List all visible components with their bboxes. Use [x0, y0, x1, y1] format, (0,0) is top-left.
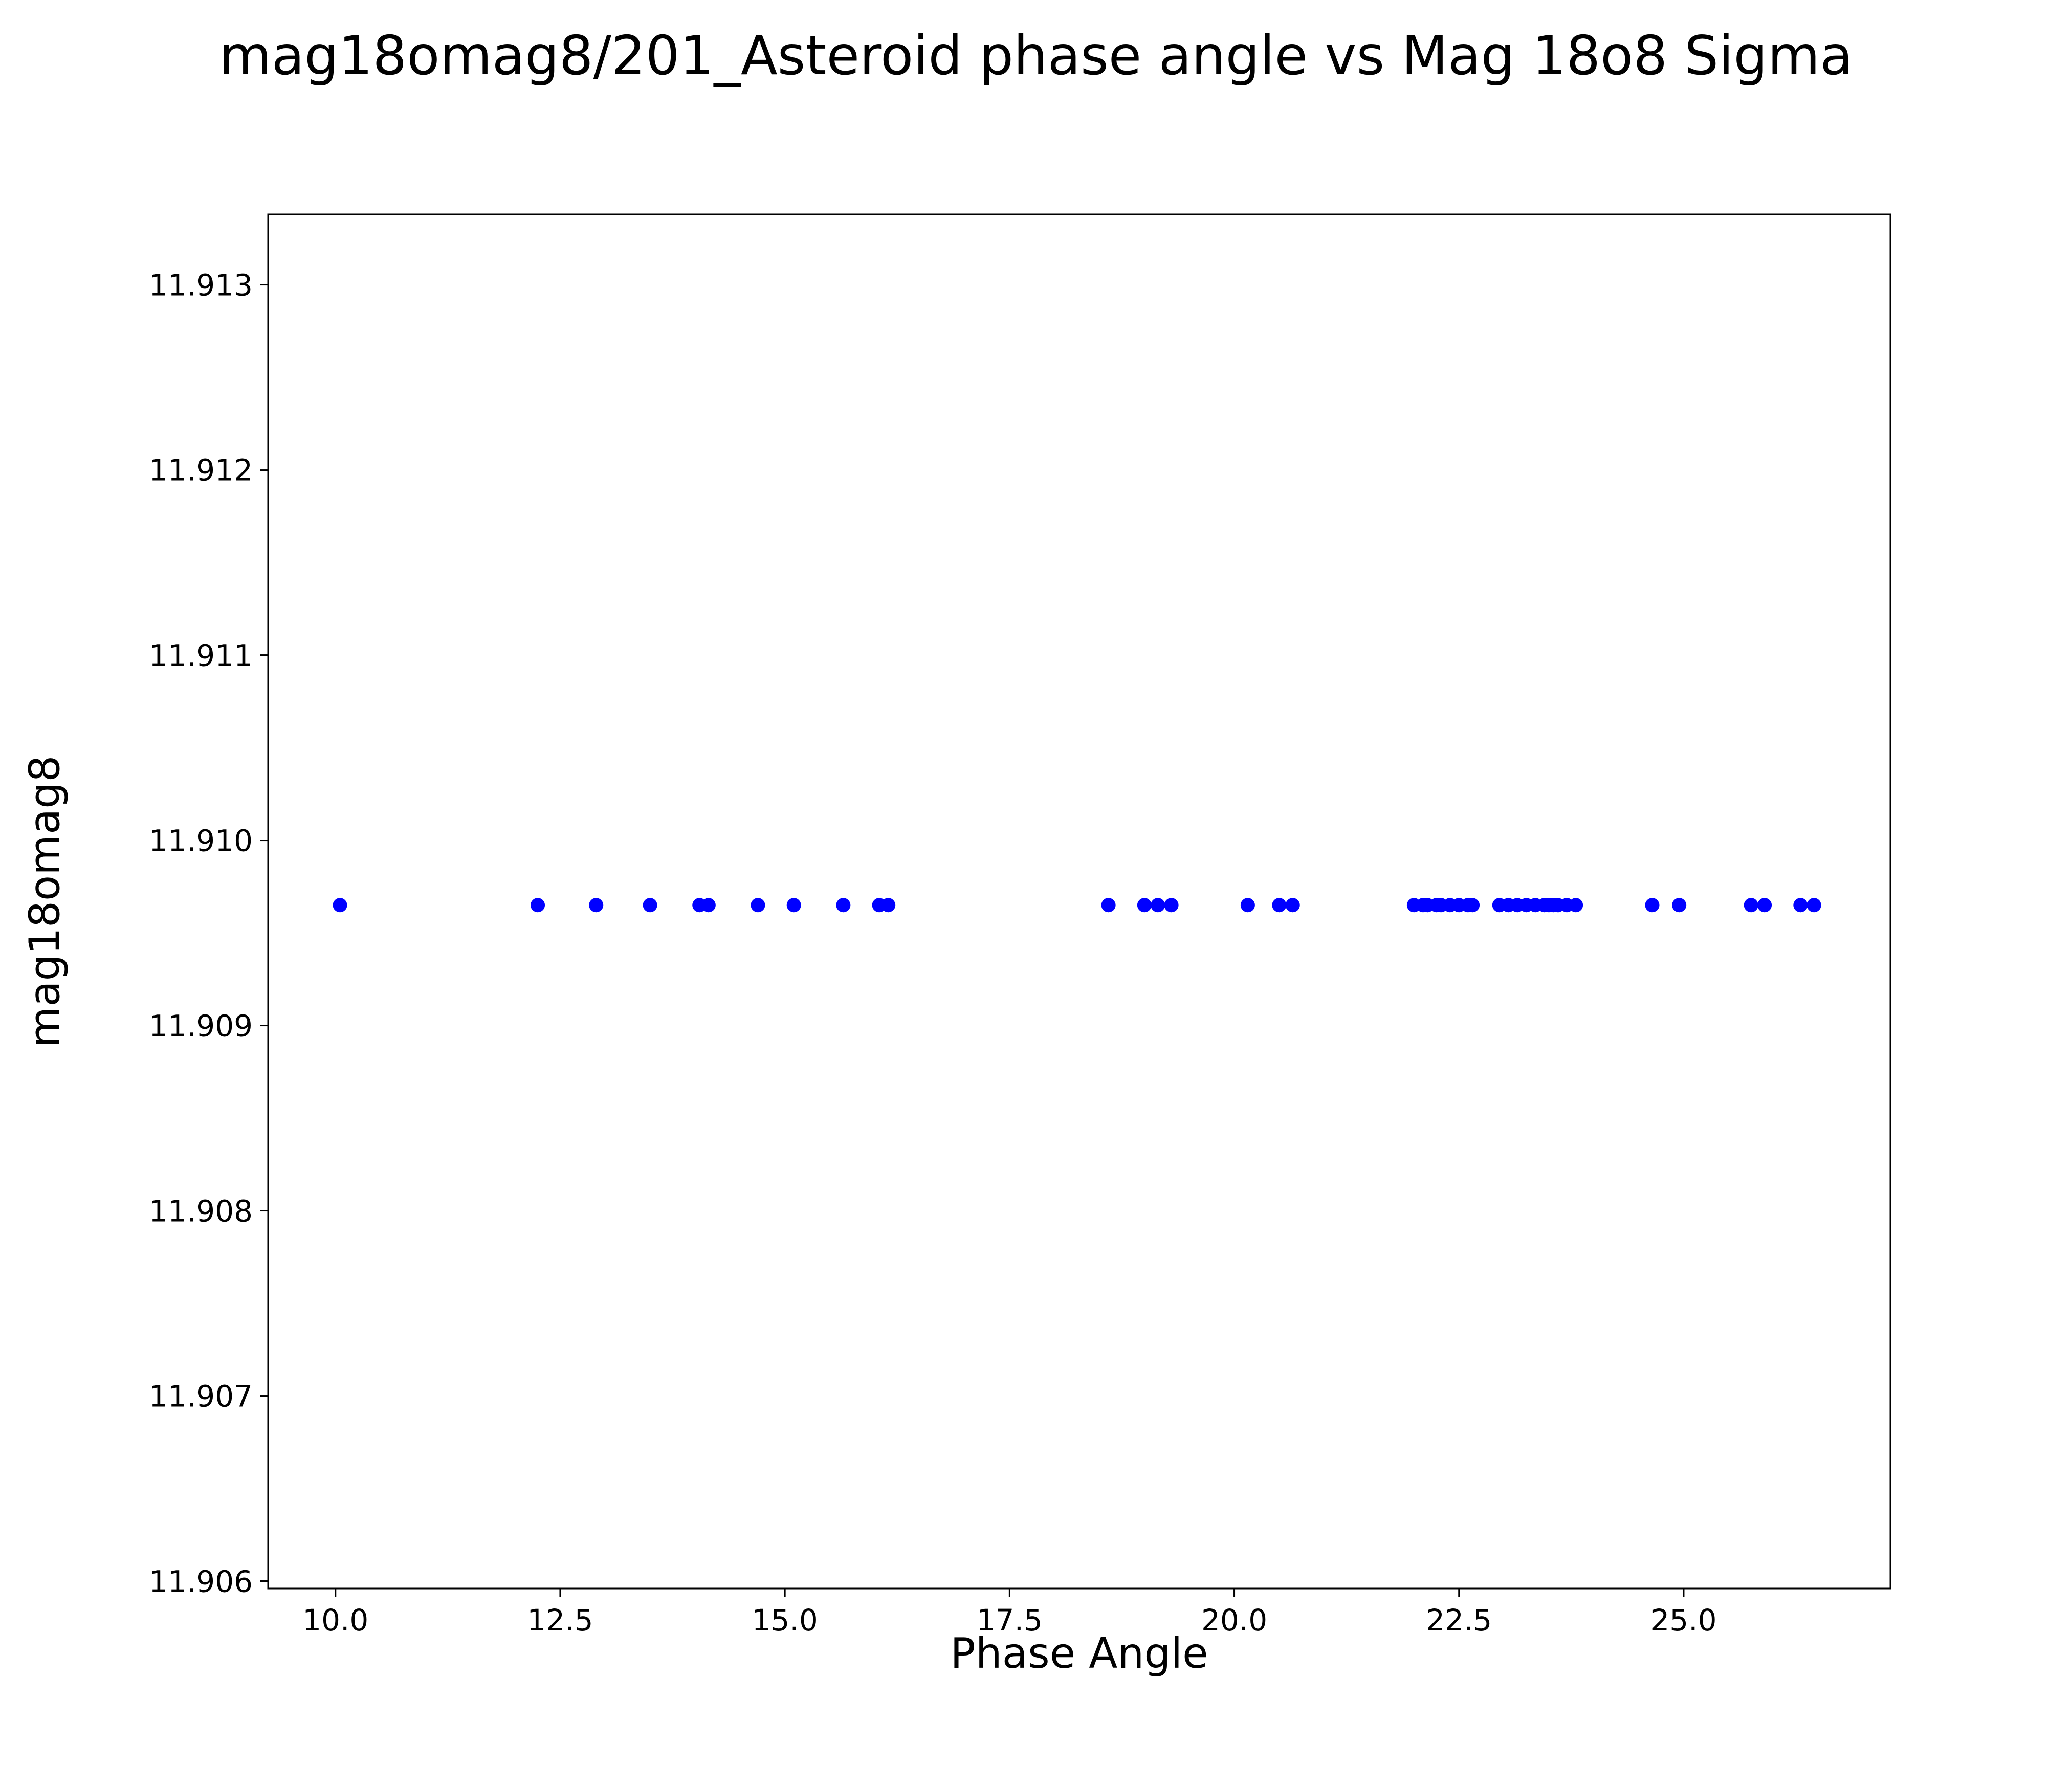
data-point: [1645, 898, 1660, 913]
data-point: [881, 898, 896, 913]
axes-frame: [267, 213, 1891, 1590]
data-point: [1272, 898, 1287, 913]
data-point: [1672, 898, 1687, 913]
chart-title: mag18omag8/201_Asteroid phase angle vs M…: [219, 25, 1853, 87]
data-point: [836, 898, 851, 913]
y-tick-label: 11.912: [149, 453, 253, 488]
data-point: [1744, 898, 1758, 913]
data-point: [1806, 898, 1821, 913]
data-point: [333, 898, 347, 913]
data-point: [1793, 898, 1808, 913]
data-point: [589, 898, 604, 913]
y-tick-label: 11.908: [149, 1194, 253, 1228]
data-point: [643, 898, 657, 913]
x-tick-label: 12.5: [527, 1603, 593, 1638]
data-point: [751, 898, 765, 913]
data-point: [1164, 898, 1179, 913]
x-tick-label: 22.5: [1426, 1603, 1492, 1638]
data-point: [786, 898, 801, 913]
x-tick-label: 25.0: [1650, 1603, 1716, 1638]
data-point: [1151, 898, 1165, 913]
x-axis-label: Phase Angle: [950, 1629, 1208, 1678]
data-point: [1137, 898, 1152, 913]
x-tick-label: 17.5: [977, 1603, 1043, 1638]
data-point: [1285, 898, 1300, 913]
x-tick-label: 10.0: [302, 1603, 368, 1638]
data-point: [1569, 898, 1583, 913]
x-tick-label: 15.0: [752, 1603, 818, 1638]
y-tick-label: 11.910: [149, 823, 253, 858]
y-tick-label: 11.913: [149, 268, 253, 302]
y-tick-label: 11.909: [149, 1008, 253, 1043]
data-point: [1757, 898, 1772, 913]
y-axis-label: mag18omag8: [20, 755, 70, 1048]
y-tick-label: 11.911: [149, 638, 253, 673]
data-point: [1465, 898, 1480, 913]
data-point: [701, 898, 716, 913]
y-tick-label: 11.906: [149, 1564, 253, 1599]
x-tick-label: 20.0: [1201, 1603, 1267, 1638]
data-point: [1101, 898, 1116, 913]
data-point: [1240, 898, 1255, 913]
data-point: [531, 898, 545, 913]
y-tick-label: 11.907: [149, 1379, 253, 1414]
